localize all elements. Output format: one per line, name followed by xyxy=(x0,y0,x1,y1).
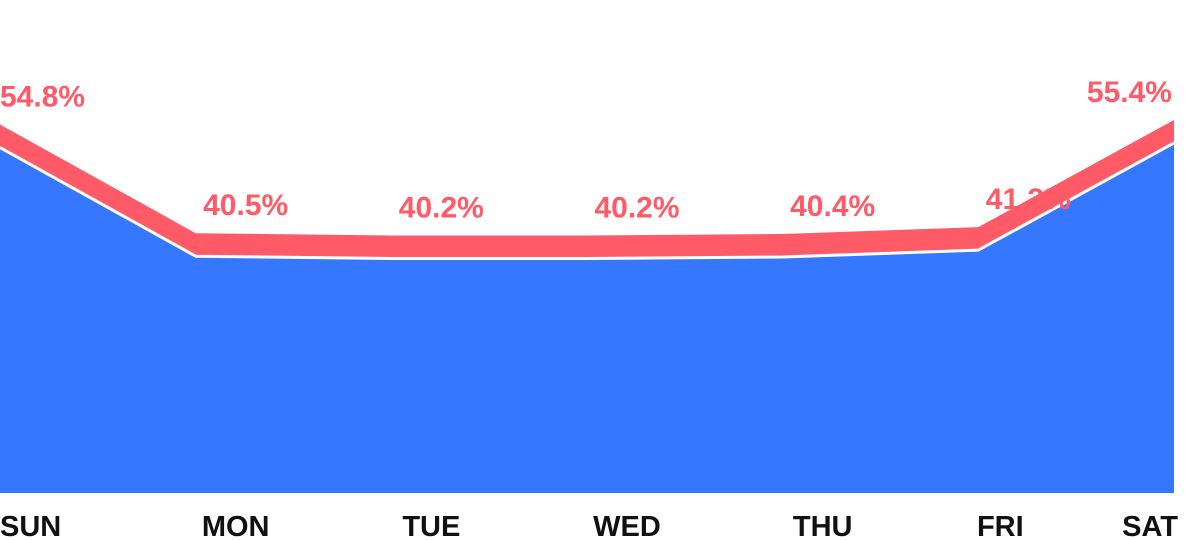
tick-label-fri: FRI xyxy=(977,511,1024,540)
value-labels: 54.8% 40.5% 40.2% 40.2% 40.4% 41.3% 55.4% xyxy=(0,76,1172,225)
tick-label-thu: THU xyxy=(793,511,853,540)
value-label-tue: 40.2% xyxy=(399,191,484,224)
plot-area xyxy=(0,119,1175,493)
band-separator xyxy=(0,141,1175,260)
tick-label-wed: WED xyxy=(593,511,661,540)
value-label-sat: 55.4% xyxy=(1087,76,1172,109)
value-label-fri: 41.3% xyxy=(986,183,1071,216)
value-label-mon: 40.5% xyxy=(203,189,288,222)
tick-label-sat: SAT xyxy=(1122,511,1178,540)
tick-label-mon: MON xyxy=(202,511,270,540)
value-label-sun: 54.8% xyxy=(0,81,85,114)
value-label-wed: 40.2% xyxy=(594,191,679,224)
x-axis: SUN MON TUE WED THU FRI SAT xyxy=(0,511,1178,540)
value-label-thu: 40.4% xyxy=(790,190,875,223)
area-fill xyxy=(0,142,1174,493)
tick-label-tue: TUE xyxy=(402,511,460,540)
tick-label-sun: SUN xyxy=(0,511,61,540)
